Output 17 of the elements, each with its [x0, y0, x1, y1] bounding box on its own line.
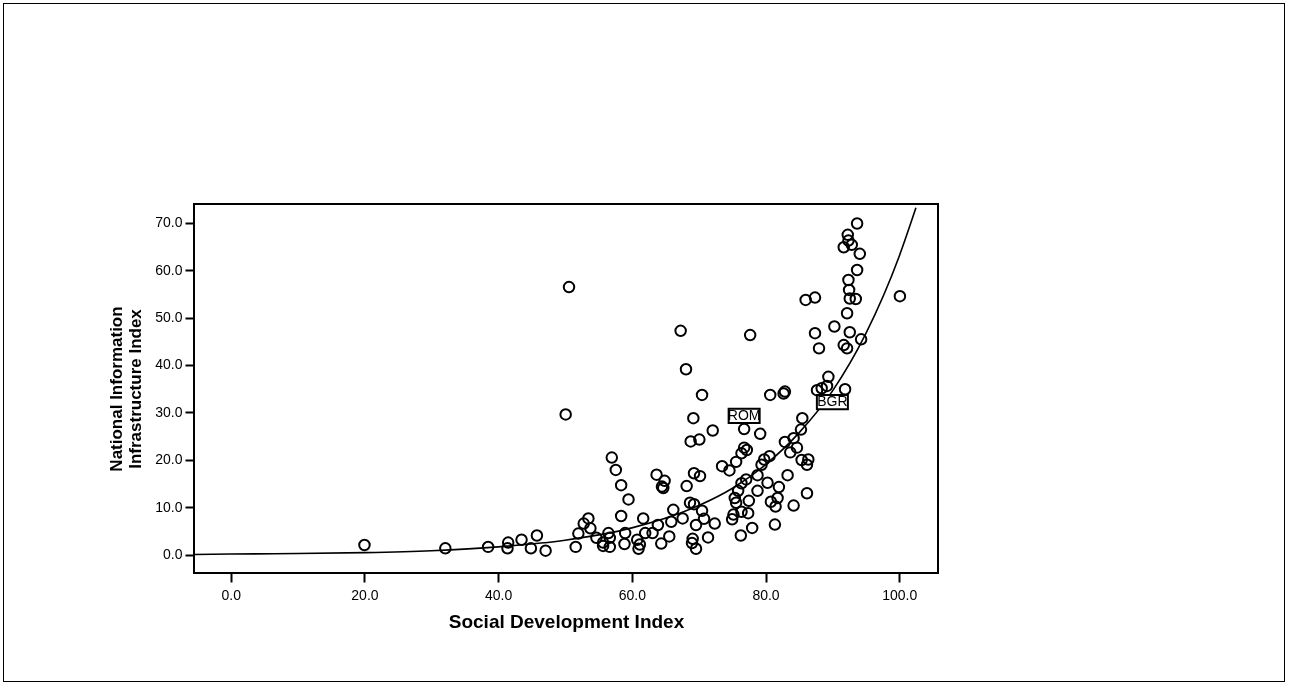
y-axis-title: National Information Infrastructure Index: [107, 306, 146, 472]
x-tick-label: 40.0: [485, 586, 513, 603]
x-tick-label: 20.0: [351, 586, 379, 603]
y-tick-label: 60.0: [155, 261, 183, 278]
x-tick-label: 80.0: [752, 586, 780, 603]
y-tick-label: 0.0: [163, 546, 183, 563]
annotation: BGR: [817, 393, 848, 410]
y-tick-label: 40.0: [155, 356, 183, 373]
y-tick-label: 70.0: [155, 214, 183, 231]
x-tick-label: 60.0: [618, 586, 647, 603]
y-tick-label: 20.0: [155, 451, 183, 468]
x-axis-title: Social Development Index: [448, 610, 685, 632]
y-tick-label: 30.0: [155, 403, 183, 420]
x-tick-label: 0.0: [221, 586, 242, 603]
y-tick-label: 50.0: [155, 309, 183, 325]
x-tick-label: 100.0: [882, 586, 918, 603]
y-tick-label: 10.0: [155, 498, 183, 515]
